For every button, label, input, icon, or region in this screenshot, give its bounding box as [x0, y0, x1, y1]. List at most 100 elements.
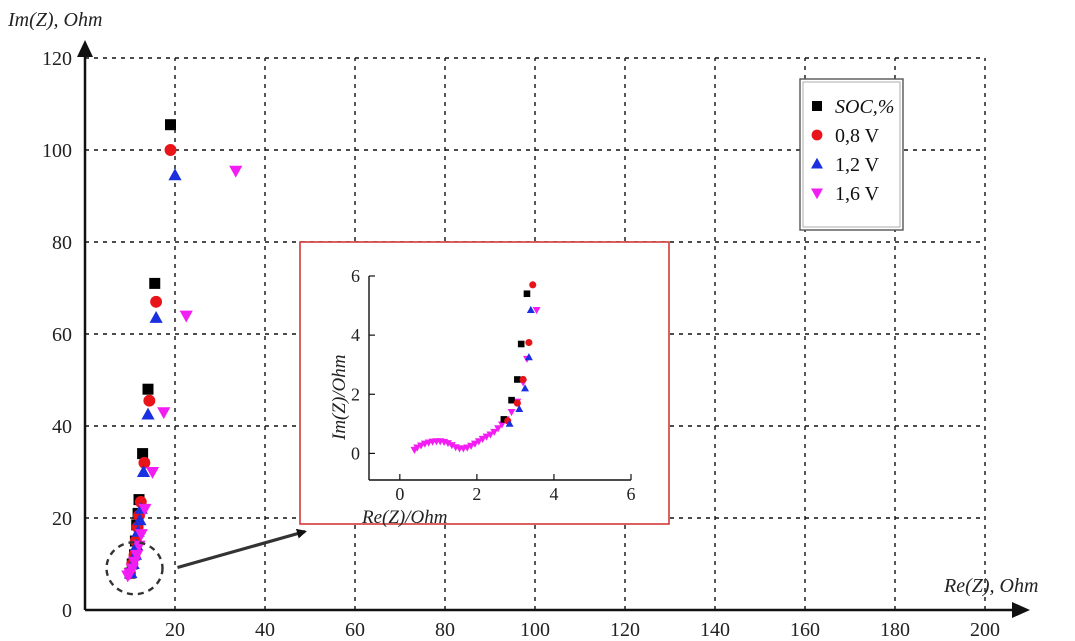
- legend-marker: [811, 129, 823, 141]
- inset-x-axis-label: Re(Z)/Ohm: [361, 507, 447, 528]
- main-data-points: [121, 119, 243, 583]
- x-tick-label: 80: [435, 619, 455, 641]
- y-tick-label: 0: [62, 600, 72, 622]
- legend-marker: [811, 157, 823, 169]
- y-tick-label: 80: [52, 232, 72, 254]
- x-tick-label: 140: [700, 619, 730, 641]
- data-point: [134, 529, 148, 541]
- data-point: [149, 311, 163, 323]
- inset-data-point: [413, 444, 422, 452]
- inset-data-point: [532, 307, 541, 315]
- inset-data-point: [519, 375, 527, 384]
- x-tick-label: 120: [610, 619, 640, 641]
- x-tick-label: 100: [520, 619, 550, 641]
- inset-data-point: [497, 421, 506, 429]
- y-tick-label: 60: [52, 324, 72, 346]
- inset-data-point: [478, 435, 487, 444]
- inset-data-point: [526, 305, 535, 313]
- inset-data-point: [508, 396, 515, 404]
- y-axis-label: Im(Z), Ohm: [7, 9, 102, 31]
- y-axis-arrow: [77, 40, 93, 57]
- inset-x-tick-label: 6: [627, 484, 636, 504]
- inset-data-point: [517, 340, 525, 348]
- x-tick-label: 60: [345, 619, 365, 641]
- legend-entry-label: 1,6 V: [835, 183, 880, 205]
- inset-data-point: [500, 416, 508, 423]
- main-tick-labels: 20 40 60 80 100 120 140 160 180 20002040608010012…: [42, 48, 1000, 641]
- legend: SOC,% 0,8 V 1,2 V 1,6 V: [799, 78, 904, 231]
- y-tick-label: 120: [42, 48, 72, 70]
- data-point: [157, 407, 171, 420]
- inset-data-point: [524, 353, 533, 361]
- data-point: [138, 503, 152, 516]
- legend-inner-border: [802, 81, 901, 228]
- inset-y-axis-label: Im(Z)/Ohm: [329, 355, 350, 442]
- inset-data-points: [410, 281, 541, 454]
- inset-data-point: [513, 399, 521, 407]
- zoom-region-circle: [105, 541, 164, 596]
- inset-y-tick-label: 2: [351, 384, 360, 404]
- inset-data-point: [447, 442, 456, 450]
- inset-data-point: [515, 404, 524, 413]
- inset-data-point: [494, 425, 503, 433]
- inset-data-point: [467, 442, 476, 450]
- inset-data-point: [514, 376, 521, 383]
- legend-entry-label: 0,8 V: [835, 125, 880, 147]
- x-tick-label: 180: [880, 619, 910, 641]
- inset-tick-labels: 0 2 4 6 0 2 4 6: [351, 266, 636, 504]
- inset-axes: [368, 275, 632, 481]
- data-point: [143, 394, 156, 407]
- data-point: [179, 310, 193, 323]
- inset-data-point: [529, 281, 537, 289]
- inset-chart: 0 2 4 6 0 2 4 6 Re(Z)/Ohm Im(Z)/Ohm: [299, 241, 670, 528]
- inset-data-point: [474, 438, 483, 446]
- zoom-arrow: [177, 528, 307, 570]
- data-point: [137, 448, 149, 460]
- inset-data-point: [470, 440, 479, 448]
- inset-data-point: [486, 431, 495, 439]
- inset-x-tick-label: 2: [472, 484, 481, 504]
- legend-marker: [811, 188, 823, 200]
- data-point: [142, 383, 154, 395]
- data-point: [229, 165, 243, 178]
- x-tick-label: 20: [165, 619, 185, 641]
- data-point: [133, 513, 147, 526]
- x-axis-arrow: [1012, 602, 1030, 618]
- data-point: [168, 168, 182, 181]
- x-axis-label: Re(Z), Ohm: [943, 575, 1038, 597]
- y-tick-label: 40: [52, 416, 72, 438]
- main-axes: [77, 40, 1030, 618]
- inset-frame: [299, 241, 670, 525]
- data-point: [149, 277, 161, 289]
- data-point: [164, 144, 177, 156]
- inset-y-tick-label: 0: [351, 443, 360, 463]
- inset-data-point: [482, 433, 491, 441]
- data-point: [141, 407, 155, 420]
- legend-marker: [812, 101, 822, 111]
- legend-entry-label: SOC,%: [835, 96, 894, 118]
- inset-data-point: [444, 440, 452, 448]
- data-point: [145, 467, 160, 479]
- inset-data-point: [523, 290, 531, 298]
- data-point: [130, 549, 144, 562]
- x-tick-label: 40: [255, 619, 275, 641]
- data-point: [150, 295, 163, 308]
- data-point: [136, 465, 151, 477]
- inset-y-tick-label: 6: [351, 266, 360, 286]
- inset-data-point: [507, 409, 516, 417]
- inset-data-point: [525, 338, 533, 347]
- y-tick-label: 20: [52, 508, 72, 530]
- inset-y-tick-label: 4: [351, 325, 360, 345]
- y-tick-label: 100: [42, 140, 72, 162]
- x-tick-label: 200: [970, 619, 1000, 641]
- inset-x-tick-label: 4: [549, 484, 558, 504]
- inset-data-point: [490, 428, 499, 436]
- inset-x-tick-label: 0: [395, 484, 404, 504]
- legend-entry-label: 1,2 V: [835, 154, 880, 176]
- data-point: [165, 119, 176, 131]
- inset-data-point: [521, 384, 530, 392]
- main-annotations: [105, 528, 307, 596]
- x-tick-label: 160: [790, 619, 820, 641]
- data-point: [138, 456, 151, 469]
